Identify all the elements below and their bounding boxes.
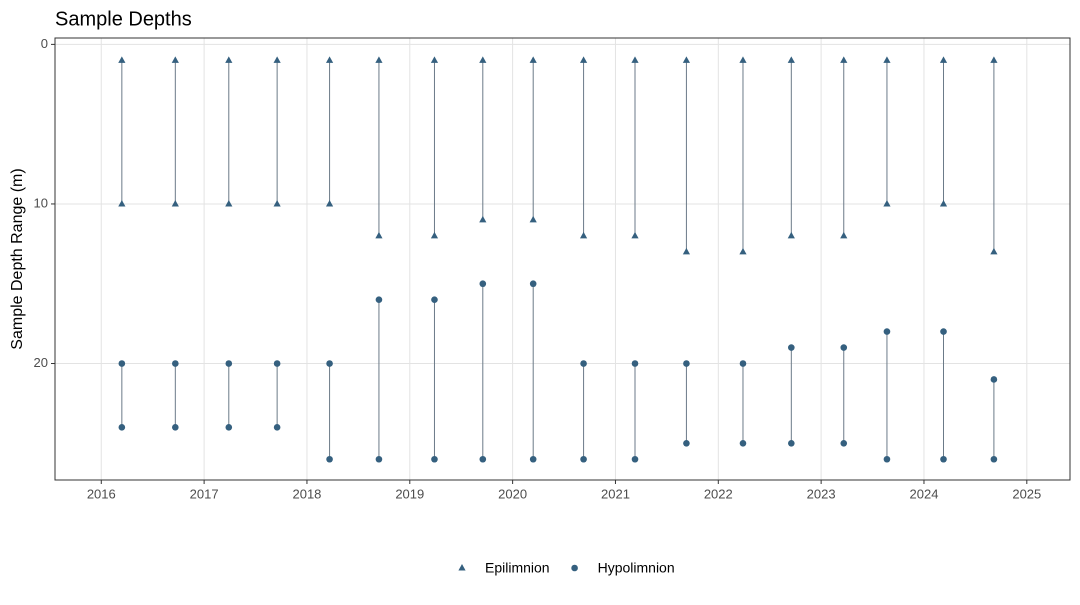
triangle-marker [579,56,588,63]
circle-marker [479,280,487,288]
triangle-marker [840,231,848,239]
circle-marker [225,424,233,431]
triangle-marker [430,231,439,239]
circle-marker [631,360,639,367]
circle-marker [326,360,333,367]
triangle-marker [225,199,233,207]
circle-marker [788,439,795,447]
circle-marker [172,360,179,367]
circle-marker [375,296,383,303]
triangle-marker [375,231,383,239]
circle-marker [529,280,537,288]
x-tick-label: 2022 [704,486,733,501]
circle-marker [883,328,891,335]
chart-title: Sample Depths [55,8,192,30]
circle-marker [683,439,690,447]
triangle-marker [479,215,487,223]
triangle-marker [682,247,691,255]
circle-marker [683,360,690,367]
circle-marker [840,344,848,351]
circle-marker [739,439,747,447]
triangle-marker [479,56,487,63]
triangle-marker [990,247,998,255]
circle-marker [840,439,848,447]
legend: Epilimnion Hypolimnion [458,560,675,576]
circle-marker [883,455,891,463]
legend-item: Epilimnion [458,560,550,576]
circle-marker [375,455,383,463]
circle-marker [273,424,281,431]
circle-marker [788,344,795,351]
circle-marker [225,360,233,367]
triangle-marker [883,56,891,63]
circle-marker [479,455,487,463]
circle-marker [326,455,333,463]
triangle-marker [529,215,537,223]
y-tick-label: 20 [34,355,48,370]
triangle-marker [430,56,439,63]
circle-marker [431,455,438,463]
circle-marker [172,424,179,431]
triangle-marker [118,56,126,63]
y-tick-label: 10 [34,195,48,210]
x-tick-label: 2016 [87,486,116,501]
triangle-marker [225,56,233,63]
triangle-marker [118,199,126,207]
triangle-marker [273,199,281,207]
triangle-marker [939,56,948,63]
legend-label: Hypolimnion [598,560,675,576]
x-tick-label: 2018 [292,486,321,501]
circle-marker [431,296,438,303]
circle-marker [571,564,578,572]
circle-marker [631,455,639,463]
x-tick-label: 2020 [498,486,527,501]
triangle-marker [739,247,747,255]
circle-marker [118,360,126,367]
circle-marker [580,455,587,463]
triangle-marker [171,199,179,207]
legend-item: Hypolimnion [571,560,675,576]
circle-marker [273,360,281,367]
triangle-marker [739,56,747,63]
triangle-marker [787,56,795,63]
circle-marker [990,455,998,463]
x-tick-label: 2019 [395,486,424,501]
x-tick-label: 2017 [190,486,219,501]
x-tick-label: 2025 [1012,486,1041,501]
triangle-marker [631,56,639,63]
triangle-marker [990,56,998,63]
x-tick-label: 2021 [601,486,630,501]
triangle-marker [325,199,334,207]
circle-marker [940,328,947,335]
triangle-marker [787,231,795,239]
triangle-marker [682,56,691,63]
legend-label: Epilimnion [485,560,550,576]
triangle-marker [273,56,281,63]
circle-marker [940,455,947,463]
circle-marker [118,424,126,431]
triangle-marker [939,199,948,207]
triangle-marker [883,199,891,207]
triangle-marker [840,56,848,63]
triangle-marker [529,56,537,63]
triangle-marker [631,231,639,239]
triangle-marker [325,56,334,63]
triangle-marker [171,56,179,63]
triangle-marker [375,56,383,63]
x-tick-label: 2023 [807,486,836,501]
x-tick-label: 2024 [910,486,939,501]
circle-marker [739,360,747,367]
y-tick-label: 0 [41,36,48,51]
circle-marker [529,455,537,463]
y-axis-label: Sample Depth Range (m) [9,168,26,349]
triangle-marker [579,231,588,239]
circle-marker [580,360,587,367]
circle-marker [990,376,998,383]
plot-border [54,37,1071,481]
triangle-marker [458,564,466,571]
